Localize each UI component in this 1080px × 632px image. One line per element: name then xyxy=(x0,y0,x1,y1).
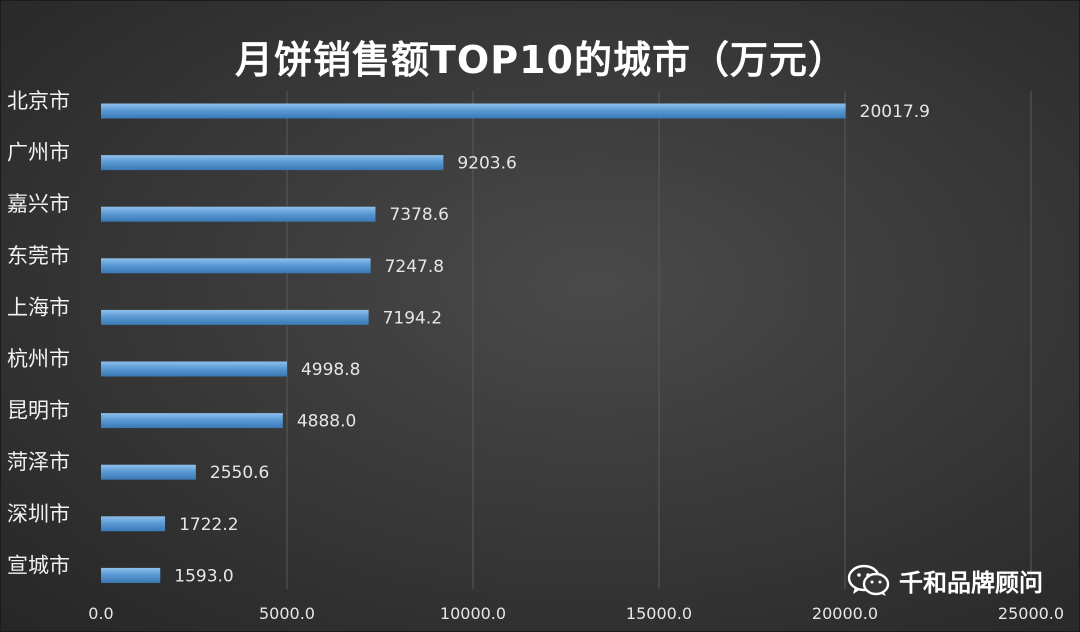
bar xyxy=(101,464,196,480)
value-label: 1593.0 xyxy=(174,566,233,586)
value-label: 7378.6 xyxy=(389,205,448,225)
category-label: 深圳市 xyxy=(7,502,70,526)
category-label: 广州市 xyxy=(7,141,70,165)
category-label: 上海市 xyxy=(7,295,70,319)
grid-lines xyxy=(286,91,1032,589)
chart-title: 月饼销售额TOP10的城市（万元） xyxy=(235,38,847,82)
x-tick-label: 15000.0 xyxy=(626,604,692,623)
category-label: 菏泽市 xyxy=(7,450,70,474)
bar xyxy=(101,567,161,583)
bar xyxy=(101,361,287,377)
x-tick-label: 0.0 xyxy=(88,604,113,623)
category-label: 宣城市 xyxy=(7,553,70,577)
x-axis-ticks: 0.0 5000.0 10000.0 15000.0 20000.0 25000.0 xyxy=(88,604,1064,623)
value-label: 7194.2 xyxy=(383,308,442,328)
value-label: 4888.0 xyxy=(297,412,356,432)
value-label: 9203.6 xyxy=(457,154,516,174)
category-label: 北京市 xyxy=(7,89,70,113)
value-label: 20017.9 xyxy=(860,102,930,122)
wechat-icon xyxy=(847,564,890,596)
watermark: 千和品牌顾问 xyxy=(847,563,1043,598)
bar xyxy=(101,206,376,222)
bar xyxy=(101,258,371,274)
category-label: 杭州市 xyxy=(7,347,70,371)
bar xyxy=(101,413,283,429)
bar xyxy=(101,103,846,119)
x-tick-label: 20000.0 xyxy=(812,604,878,623)
x-tick-label: 5000.0 xyxy=(259,604,315,623)
category-label: 东莞市 xyxy=(7,244,70,268)
x-tick-label: 25000.0 xyxy=(998,604,1064,623)
x-tick-label: 10000.0 xyxy=(440,604,506,623)
value-label: 2550.6 xyxy=(210,463,269,483)
bar xyxy=(101,516,166,532)
value-label: 1722.2 xyxy=(179,515,238,535)
watermark-text: 千和品牌顾问 xyxy=(899,569,1043,597)
value-labels: 20017.9 9203.6 7378.6 7247.8 7194.2 4998.8 488… xyxy=(174,102,930,586)
value-label: 4998.8 xyxy=(301,360,360,380)
category-label: 嘉兴市 xyxy=(7,192,70,216)
bar xyxy=(101,155,444,171)
category-label: 昆明市 xyxy=(7,399,70,423)
bars xyxy=(101,103,846,583)
bar xyxy=(101,309,369,325)
value-label: 7247.8 xyxy=(385,257,444,277)
